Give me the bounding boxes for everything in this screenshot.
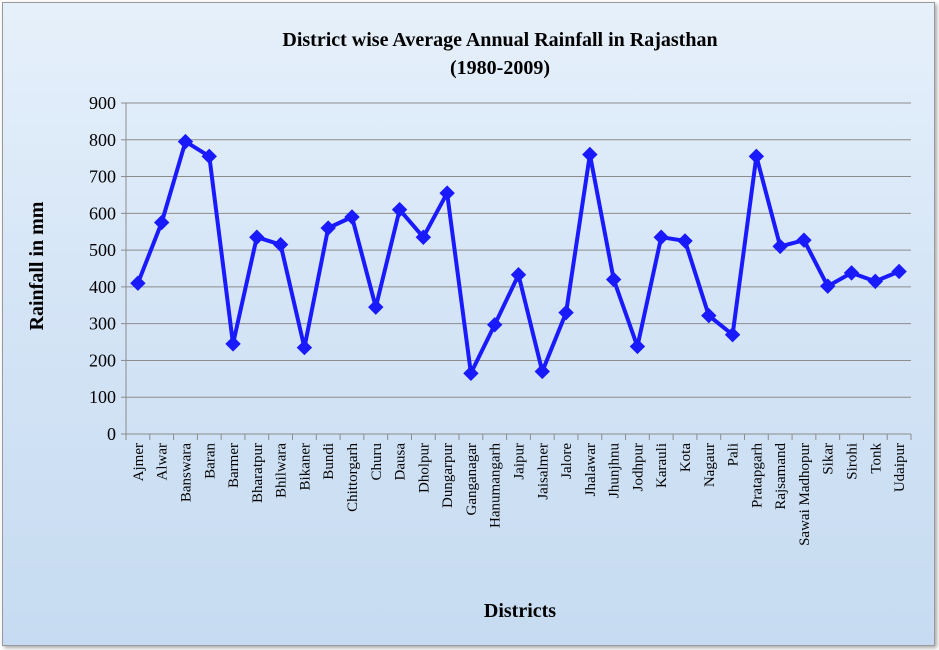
data-point-marker [201,148,217,165]
x-tick-label: Dausa [393,443,409,481]
x-axis-ticks: Ajmer Alwar Banswara Baran Barmer Bharatpur Bh… [125,434,912,546]
x-tick-label: Jalore [559,443,575,479]
x-tick-label: Sawai Madhopur [797,443,813,546]
x-tick-label: Jhunjhnu [607,443,623,499]
axes [125,103,911,435]
x-tick-label: Chittorgarh [345,443,361,512]
data-point-marker [510,267,527,283]
data-point-marker [653,229,669,245]
data-point-marker [272,236,289,253]
y-tick-label: 600 [89,203,116,223]
x-tick-label: Bhilwara [274,443,290,498]
x-tick-label: Udaipur [892,443,908,492]
data-point-marker [629,338,646,355]
x-tick-label: Bikaner [297,443,313,490]
x-tick-label: Dholpur [416,443,432,493]
x-tick-label: Bharatpur [250,443,266,503]
data-point-marker [724,326,741,343]
x-tick-label: Ajmer [131,443,147,481]
line-chart: District wise Average Annual Rainfall in… [26,29,912,622]
x-tick-label: Churu [369,443,385,481]
data-point-marker [439,185,455,201]
x-tick-label: Rajsamand [773,443,789,510]
data-point-marker [130,275,146,291]
x-tick-label: Karauli [654,443,670,488]
y-tick-label: 200 [89,350,116,370]
data-point-marker [320,220,336,236]
data-point-marker [891,263,907,280]
gridlines [126,102,911,398]
data-point-marker [391,201,408,218]
y-axis-ticks: 0 100 200 300 400 500 600 700 800 900 [89,93,126,444]
x-tick-label: Banswara [178,443,194,502]
data-point-marker [843,265,860,281]
data-point-marker [463,365,479,382]
data-point-marker [867,273,884,290]
y-tick-label: 800 [89,130,116,150]
x-tick-label: Jaisalmer [535,443,551,500]
y-axis-title: Rainfall in mm [26,201,48,330]
x-tick-label: Tonk [868,443,884,474]
x-tick-label: Pratapgarh [749,443,765,508]
data-point-marker [748,148,765,165]
chart-title: District wise Average Annual Rainfall in… [282,29,717,51]
data-point-marker [701,307,717,324]
x-tick-label: Sirohi [845,443,861,480]
x-tick-label: Ganganagar [464,443,480,515]
y-tick-label: 700 [89,167,116,187]
x-tick-label: Jhalawar [583,443,599,496]
x-tick-label: Jaipur [512,443,528,480]
data-point-marker [796,232,812,248]
y-tick-label: 300 [89,314,116,334]
chart-subtitle: (1980-2009) [450,57,550,79]
y-tick-label: 100 [89,387,116,407]
data-point-marker [296,339,313,356]
x-tick-label: Pali [726,443,742,466]
x-tick-label: Alwar [155,443,171,481]
x-tick-label: Dungarpur [440,443,456,508]
data-point-marker [177,133,194,150]
x-axis-title: Districts [484,600,556,622]
data-point-marker [344,209,360,225]
x-tick-label: Hanumangarh [488,443,504,528]
x-tick-label: Baran [202,443,218,479]
series-rainfall [130,133,907,382]
data-point-marker [415,229,432,245]
data-point-marker [605,271,622,288]
y-tick-label: 400 [89,277,116,297]
y-tick-label: 900 [89,93,116,113]
data-point-marker [368,299,384,315]
data-point-marker [820,278,836,294]
y-tick-label: 0 [107,424,116,444]
data-point-marker [225,336,241,352]
data-point-marker [677,233,693,249]
x-tick-label: Kota [678,443,694,473]
x-tick-label: Bundi [321,443,337,480]
x-tick-label: Barmer [226,443,242,488]
y-tick-label: 500 [89,240,116,260]
data-point-marker [582,146,598,163]
x-tick-label: Nagaur [702,443,718,487]
data-point-marker [487,317,503,333]
data-point-marker [153,214,170,231]
x-tick-label: Sikar [821,443,837,475]
data-point-marker [772,238,788,255]
x-tick-label: Jodhpur [630,443,646,491]
data-point-marker [558,304,574,321]
data-point-marker [249,229,265,245]
data-point-marker [534,363,550,380]
